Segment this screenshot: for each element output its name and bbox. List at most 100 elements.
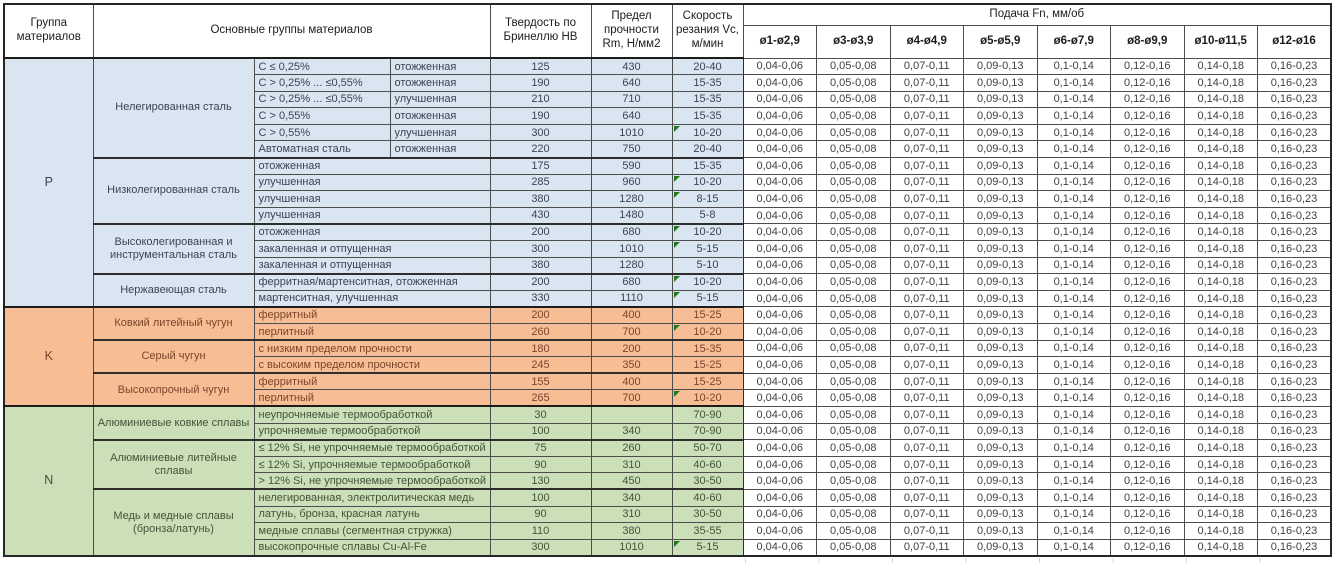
material-cell: C > 0,25% ... ≤0,55% [253, 74, 391, 92]
subgroup-cell: Серый чугун [92, 339, 255, 374]
feed-cell: 0,04-0,06 [742, 273, 817, 291]
feed-cell: 0,14-0,18 [1183, 173, 1258, 192]
feed-cell: 0,09-0,13 [963, 538, 1038, 557]
header-material-group: Группа материалов [3, 3, 94, 59]
rm-cell: 1010 [590, 538, 673, 557]
feed-cell: 0,09-0,13 [963, 240, 1038, 258]
feed-cell: 0,04-0,06 [742, 206, 817, 225]
feed-cell: 0,14-0,18 [1183, 422, 1258, 441]
feed-cell: 0,09-0,13 [963, 472, 1038, 490]
feed-cell: 0,12-0,16 [1110, 173, 1185, 192]
table-row: C > 0,55% отожженная 190 640 15-35 0,04-0,06 0… [4, 107, 1332, 125]
group-letter-cell: K [3, 305, 94, 407]
feed-cell: 0,09-0,13 [963, 323, 1038, 341]
comment-flag-icon [673, 192, 680, 199]
feed-cell: 0,14-0,18 [1183, 472, 1258, 490]
feed-cell: 0,1-0,14 [1036, 488, 1111, 507]
material-cell: перлитный [253, 323, 491, 341]
feed-cell: 0,14-0,18 [1183, 223, 1258, 242]
feed-cell: 0,14-0,18 [1183, 289, 1258, 308]
table-row: закаленная и отпущенная 380 1280 5-10 0,04-0… [4, 256, 1332, 275]
feed-cell: 0,05-0,08 [816, 422, 891, 441]
hb-cell: 190 [489, 107, 592, 125]
material-state-cell: отожженная [389, 140, 491, 159]
vc-cell: 5-10 [671, 256, 744, 275]
vc-cell: 10-20 [671, 222, 744, 242]
hb-cell: 125 [489, 57, 592, 76]
feed-cell: 0,14-0,18 [1183, 522, 1258, 540]
rm-cell: 710 [590, 90, 673, 109]
feed-cell: 0,14-0,18 [1183, 405, 1258, 424]
feed-cell: 0,1-0,14 [1036, 107, 1111, 125]
subgroup-cell: Высокопрочный чугун [92, 372, 255, 407]
feed-cell: 0,05-0,08 [816, 140, 891, 159]
feed-cell: 0,14-0,18 [1183, 190, 1258, 208]
material-state-cell: отожженная [389, 107, 491, 125]
header-main-material-groups: Основные группы материалов [92, 3, 491, 59]
feed-cell: 0,04-0,06 [742, 339, 817, 358]
feed-cell: 0,14-0,18 [1183, 488, 1258, 507]
subgroup-cell: Алюминиевые ковкие сплавы [92, 405, 255, 441]
vc-cell: 50-70 [671, 438, 744, 457]
feed-cell: 0,04-0,06 [742, 57, 817, 76]
rm-cell: 960 [590, 173, 673, 192]
feed-cell: 0,16-0,23 [1257, 339, 1332, 358]
feed-cell: 0,16-0,23 [1257, 389, 1332, 407]
feed-cell: 0,12-0,16 [1110, 323, 1185, 341]
feed-cell: 0,07-0,11 [889, 206, 964, 225]
feed-cell: 0,09-0,13 [963, 90, 1038, 109]
rm-cell: 310 [590, 455, 673, 474]
feed-cell: 0,05-0,08 [816, 522, 891, 540]
table-body: P Нелегированная сталь C ≤ 0,25% отожженная… [3, 57, 1332, 557]
feed-cell: 0,14-0,18 [1183, 206, 1258, 225]
feed-cell: 0,12-0,16 [1110, 157, 1185, 175]
feed-cell: 0,07-0,11 [889, 256, 964, 275]
header-feed-diameter-2: ø3-ø3,9 [816, 24, 891, 59]
header-feed-diameter-3: ø4-ø4,9 [889, 24, 964, 59]
feed-cell: 0,07-0,11 [889, 289, 964, 308]
feed-cell: 0,07-0,11 [889, 356, 964, 374]
feed-cell: 0,1-0,14 [1036, 273, 1111, 291]
feed-cell: 0,12-0,16 [1110, 123, 1185, 142]
hb-cell: 200 [489, 222, 592, 242]
feed-cell: 0,07-0,11 [889, 439, 964, 457]
feed-cell: 0,09-0,13 [963, 123, 1038, 142]
feed-cell: 0,07-0,11 [889, 505, 964, 524]
vc-cell: 8-15 [671, 190, 744, 208]
subgroup-cell: Алюминиевые литейные сплавы [92, 438, 255, 490]
feed-cell: 0,12-0,16 [1110, 74, 1185, 92]
feed-cell: 0,09-0,13 [963, 339, 1038, 358]
feed-cell: 0,09-0,13 [963, 455, 1038, 474]
feed-cell: 0,12-0,16 [1110, 306, 1185, 324]
material-cell: мартенситная, улучшенная [253, 289, 491, 308]
feed-cell: 0,04-0,06 [742, 505, 817, 524]
material-state-cell: отожженная [389, 57, 491, 76]
feed-cell: 0,16-0,23 [1257, 273, 1332, 291]
rm-cell: 1010 [590, 240, 673, 258]
feed-cell: 0,16-0,23 [1257, 455, 1332, 474]
table-row: улучшенная 380 1280 8-15 0,04-0,06 0,05-0,08 0… [4, 190, 1332, 208]
feed-cell: 0,07-0,11 [889, 339, 964, 358]
vc-cell: 70-90 [671, 405, 744, 424]
feed-cell: 0,16-0,23 [1257, 405, 1332, 424]
feed-cell: 0,09-0,13 [963, 157, 1038, 175]
material-cell: с высоким пределом прочности [253, 356, 491, 374]
feed-cell: 0,09-0,13 [963, 273, 1038, 291]
group-letter-cell: N [3, 405, 94, 557]
table-row: высокопрочные сплавы Cu-Al-Fe 300 1010 5-15… [4, 538, 1332, 557]
feed-cell: 0,14-0,18 [1183, 140, 1258, 159]
feed-cell: 0,07-0,11 [889, 422, 964, 441]
feed-cell: 0,16-0,23 [1257, 372, 1332, 391]
feed-cell: 0,14-0,18 [1183, 372, 1258, 391]
feed-cell: 0,09-0,13 [963, 190, 1038, 208]
feed-cell: 0,04-0,06 [742, 439, 817, 457]
rm-cell: 450 [590, 472, 673, 490]
feed-cell: 0,07-0,11 [889, 190, 964, 208]
subgroup-cell: Нержавеющая сталь [92, 272, 255, 308]
subgroup-cell: Нелегированная сталь [92, 57, 255, 159]
feed-cell: 0,05-0,08 [816, 356, 891, 374]
feed-cell: 0,05-0,08 [816, 505, 891, 524]
vc-cell: 15-35 [671, 156, 744, 175]
feed-cell: 0,04-0,06 [742, 488, 817, 507]
feed-cell: 0,05-0,08 [816, 173, 891, 192]
